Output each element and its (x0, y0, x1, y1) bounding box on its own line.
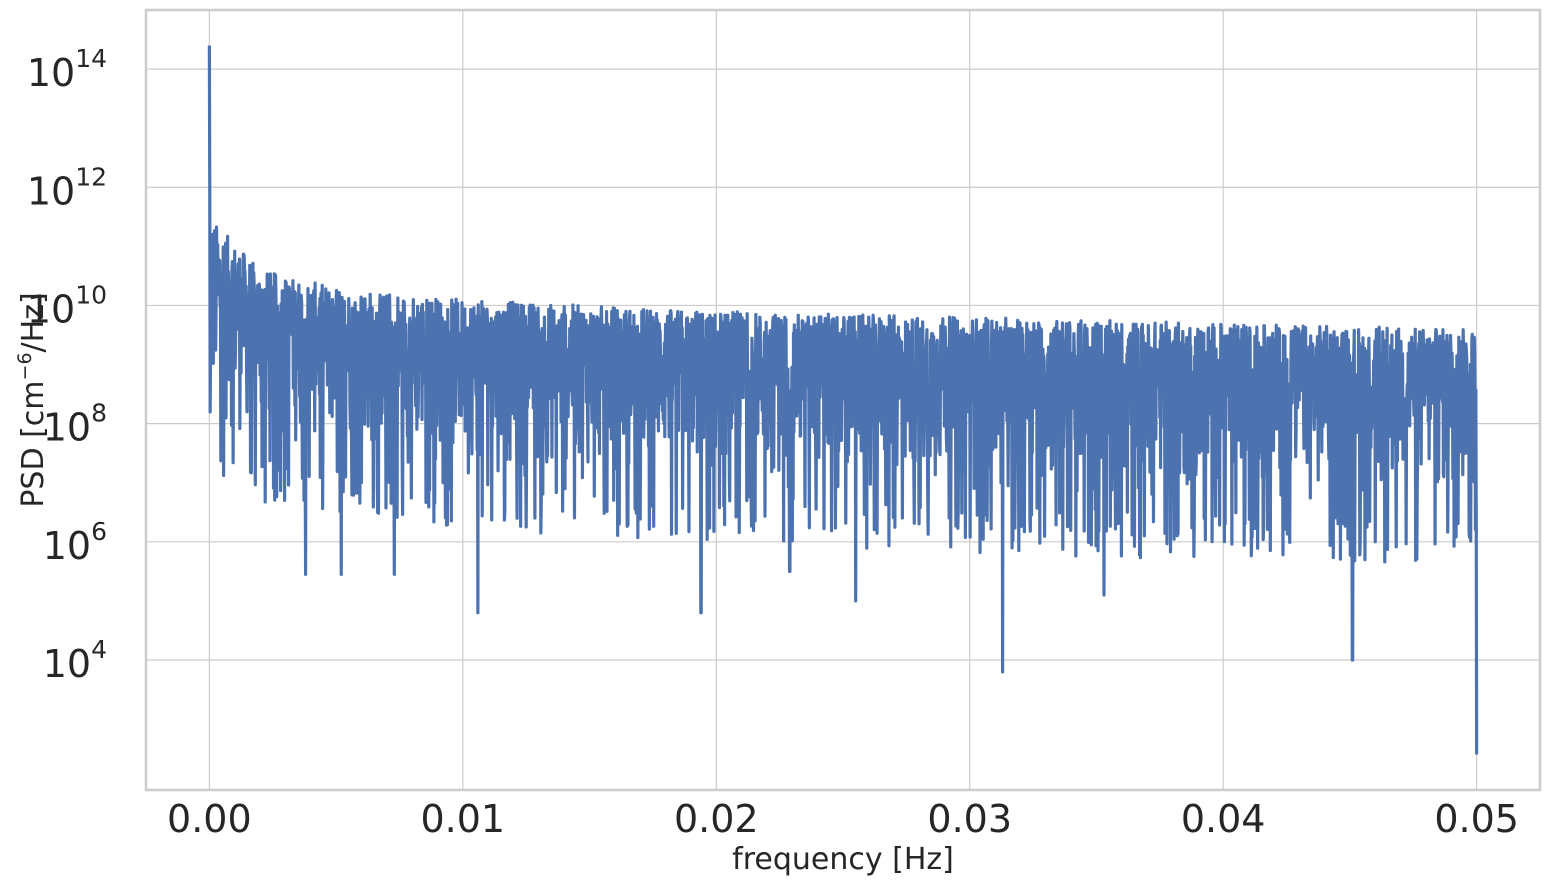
x-tick-label: 0.03 (927, 797, 1012, 841)
plot-frame (144, 8, 1542, 792)
x-tick-label: 0.04 (1181, 797, 1266, 841)
y-tick-label: 104 (43, 635, 107, 686)
y-tick-label: 1014 (27, 44, 107, 95)
y-axis-label: PSD [cm−6/Hz] (14, 292, 51, 507)
y-tick-labels: 104 106 108 1010 1012 1014 (27, 44, 107, 686)
x-tick-label: 0.05 (1434, 797, 1519, 841)
x-tick-label: 0.02 (674, 797, 759, 841)
x-tick-label: 0.01 (421, 797, 506, 841)
y-tick-label: 1010 (27, 280, 107, 331)
y-tick-label: 1012 (27, 162, 107, 213)
y-axis-label-exponent: −6 (14, 352, 36, 380)
x-axis-label: frequency [Hz] (732, 842, 954, 877)
x-tick-label: 0.00 (167, 797, 252, 841)
y-tick-label: 108 (43, 399, 107, 450)
y-axis-label-prefix: PSD [cm (16, 380, 51, 507)
x-tick-labels: 0.00 0.01 0.02 0.03 0.04 0.05 (167, 797, 1519, 841)
psd-series (207, 45, 1479, 755)
y-axis-label-suffix: /Hz] (16, 292, 51, 352)
psd-line (207, 45, 1479, 755)
y-tick-label: 106 (43, 517, 107, 568)
